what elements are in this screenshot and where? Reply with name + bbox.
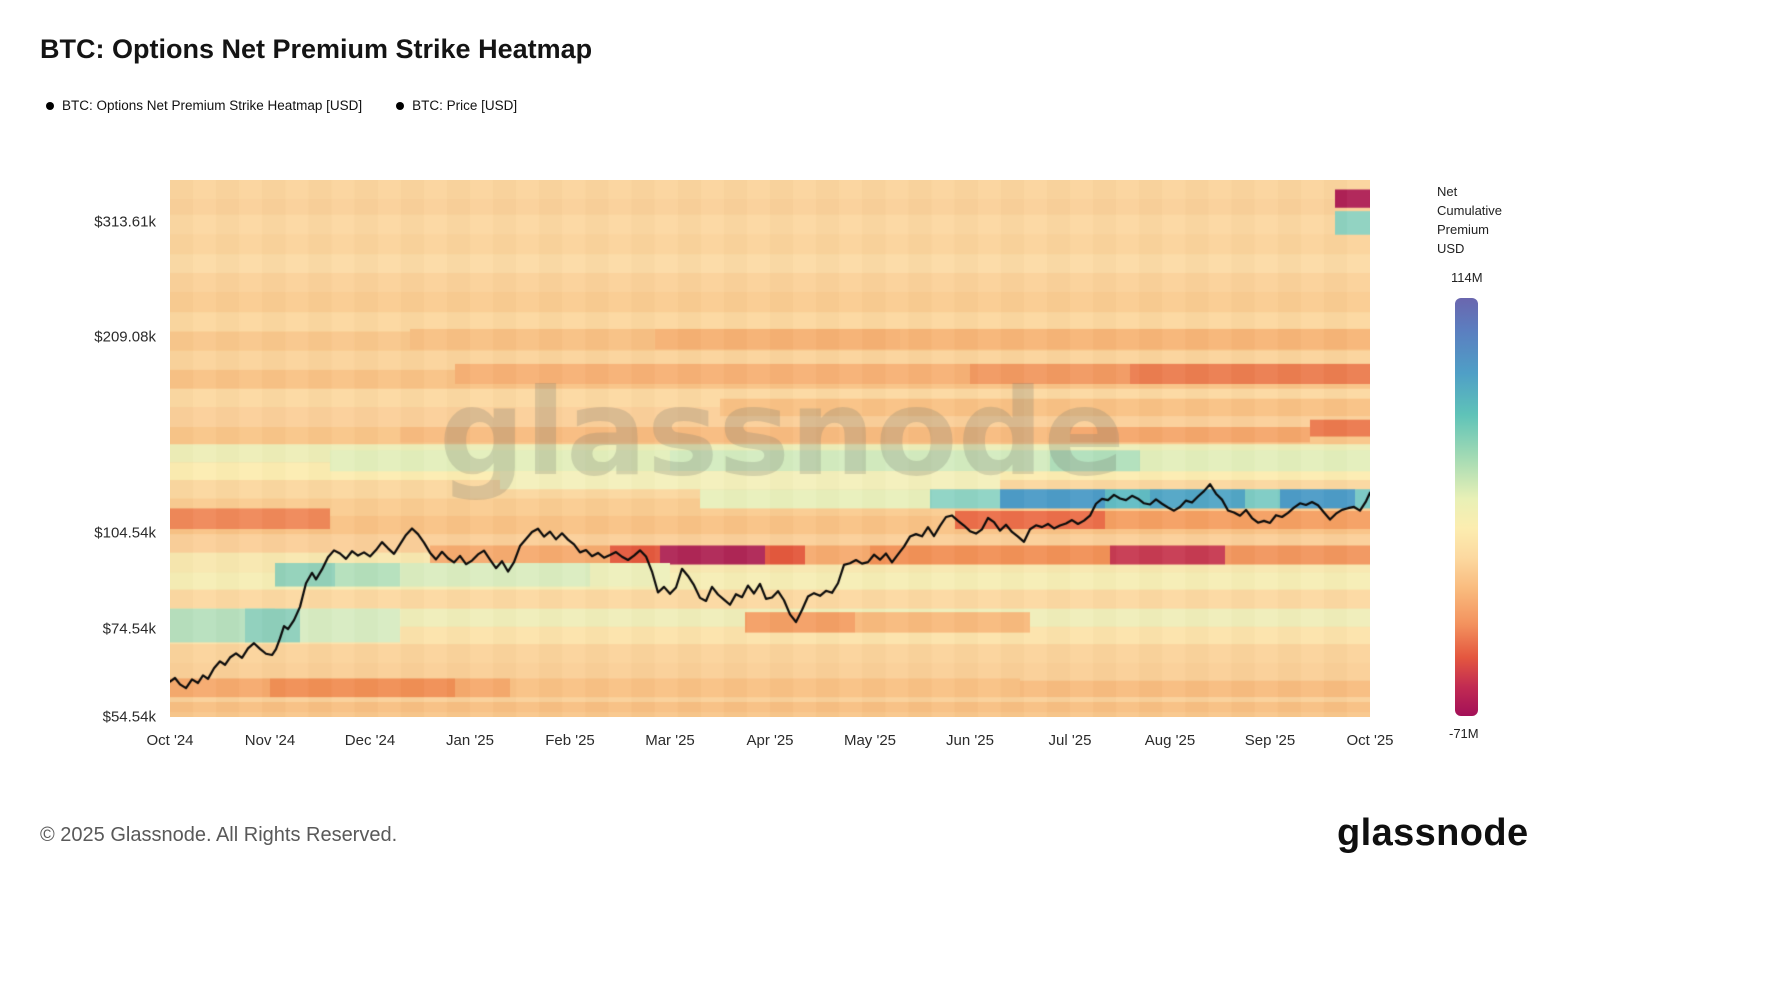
x-axis-tick: Jul '25 (1048, 732, 1092, 749)
x-axis-tick: Oct '24 (146, 732, 194, 749)
heatmap-canvas[interactable] (170, 180, 1370, 717)
y-axis-tick: $209.08k (94, 328, 156, 346)
copyright: © 2025 Glassnode. All Rights Reserved. (40, 824, 398, 846)
colorbar-gradient (1455, 298, 1478, 716)
y-axis-labels: $313.61k $209.08k $104.54k $74.54k $54.54k (0, 180, 156, 726)
legend-item-heatmap[interactable]: BTC: Options Net Premium Strike Heatmap … (46, 98, 362, 113)
colorbar-title-line: Premium (1437, 222, 1490, 237)
colorbar-title-line: Cumulative (1437, 203, 1503, 218)
page-title: BTC: Options Net Premium Strike Heatmap (40, 34, 593, 64)
colorbar-title-line: Net (1437, 184, 1458, 199)
glassnode-logo: glassnode (1337, 812, 1529, 854)
x-axis-tick: Jun '25 (946, 732, 994, 749)
x-axis-tick: Dec '24 (344, 732, 396, 749)
legend-item-price[interactable]: BTC: Price [USD] (396, 98, 517, 113)
colorbar-title-line: USD (1437, 241, 1465, 256)
legend-dot-icon (46, 101, 54, 110)
x-axis-tick: Nov '24 (244, 732, 296, 749)
x-axis-tick: Oct '25 (1346, 732, 1394, 749)
colorbar-max-label: 114M (1451, 270, 1483, 285)
y-axis-tick: $54.54k (102, 708, 156, 726)
colorbar-min-label: -71M (1449, 726, 1479, 741)
x-axis-tick: Feb '25 (545, 732, 595, 749)
y-axis-tick: $104.54k (94, 524, 156, 542)
colorbar: Net Cumulative Premium USD 114M -71M (1437, 182, 1547, 741)
legend: BTC: Options Net Premium Strike Heatmap … (46, 98, 517, 113)
y-axis-tick: $74.54k (102, 620, 156, 638)
x-axis-tick: Mar '25 (645, 732, 695, 749)
y-axis-tick: $313.61k (94, 213, 156, 231)
x-axis-tick: Aug '25 (1144, 732, 1196, 749)
legend-item-heatmap-label: BTC: Options Net Premium Strike Heatmap … (62, 98, 363, 113)
x-axis-tick: Jan '25 (446, 732, 494, 749)
legend-dot-icon (396, 101, 405, 110)
x-axis-tick: May '25 (843, 732, 897, 749)
x-axis-tick: Sep '25 (1244, 732, 1296, 749)
legend-item-price-label: BTC: Price [USD] (412, 98, 518, 113)
x-axis-tick: Apr '25 (746, 732, 794, 749)
x-axis-labels: Oct '24 Nov '24 Dec '24 Jan '25 Feb '25 Mar '… (146, 732, 1393, 756)
